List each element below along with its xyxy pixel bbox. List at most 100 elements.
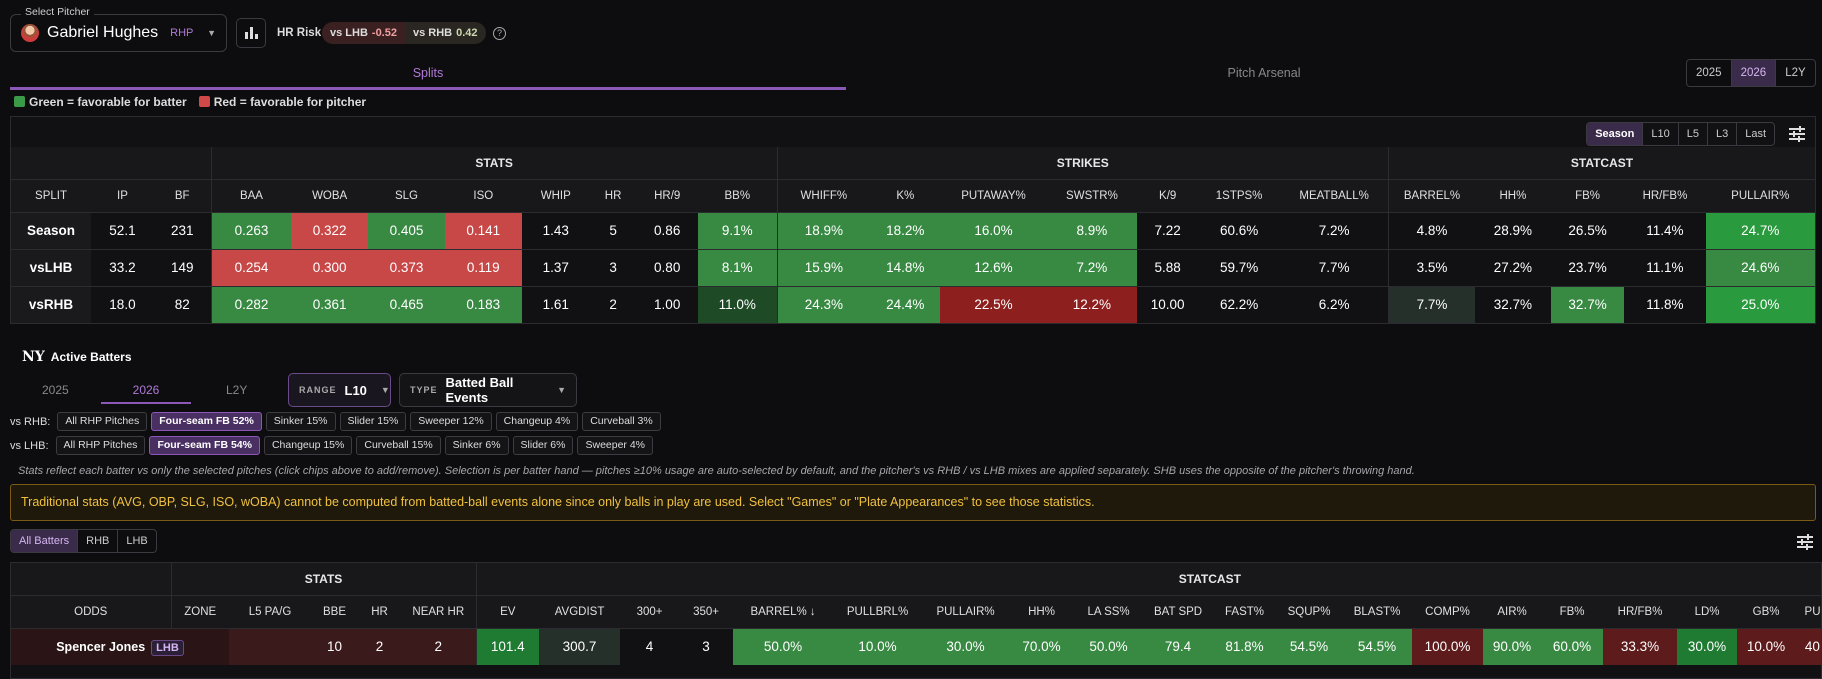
batter-year-l2y[interactable]: L2Y xyxy=(226,383,248,397)
col-hh[interactable]: HH% xyxy=(1009,594,1075,628)
col-pull[interactable]: PULL% xyxy=(1795,594,1821,628)
col-bb[interactable]: BB% xyxy=(698,178,778,212)
col-zone[interactable]: ZONE xyxy=(170,594,229,628)
year-2026[interactable]: 2026 xyxy=(1730,60,1776,86)
col-baa[interactable]: BAA xyxy=(210,178,292,212)
filter-rhb[interactable]: RHB xyxy=(77,530,117,552)
group-statcast: STATCAST xyxy=(1387,147,1815,179)
filter-all-batters[interactable]: All Batters xyxy=(11,530,78,552)
lhb-chip-changeup-15[interactable]: Changeup 15% xyxy=(263,436,353,455)
tab-splits[interactable]: Splits xyxy=(10,60,846,90)
range-l10[interactable]: L10 xyxy=(1642,123,1677,145)
lhb-chip-curveball-15[interactable]: Curveball 15% xyxy=(356,436,441,455)
col-bbe[interactable]: BBE xyxy=(311,594,358,628)
col-blast[interactable]: BLAST% xyxy=(1342,594,1413,628)
split-cell: 0.263 xyxy=(210,211,292,249)
col-300[interactable]: 300+ xyxy=(620,594,680,628)
range-l3[interactable]: L3 xyxy=(1706,123,1736,145)
lhb-chip-sweeper-4[interactable]: Sweeper 4% xyxy=(577,436,654,455)
rhb-chip-four-seam-fb-52[interactable]: Four-seam FB 52% xyxy=(151,412,262,431)
rhb-chip-changeup-4[interactable]: Changeup 4% xyxy=(495,412,579,431)
col-l5-pa-g[interactable]: L5 PA/G xyxy=(229,594,311,628)
tab-pitch-arsenal[interactable]: Pitch Arsenal xyxy=(1227,66,1301,80)
col-barrel[interactable]: BARREL% ↓ xyxy=(733,594,834,628)
range-l5[interactable]: L5 xyxy=(1677,123,1707,145)
range-season[interactable]: Season xyxy=(1587,123,1643,145)
range-dropdown[interactable]: RANGE L10 ▼ xyxy=(288,373,391,407)
col-gb[interactable]: GB% xyxy=(1737,594,1796,628)
col-iso[interactable]: ISO xyxy=(444,178,522,212)
col-squp[interactable]: SQUP% xyxy=(1276,594,1343,628)
col-bat-spd[interactable]: BAT SPD xyxy=(1143,594,1214,628)
col-fb[interactable]: FB% xyxy=(1550,178,1625,212)
legend-green: Green = favorable for batter xyxy=(14,95,187,109)
rhb-chip-sinker-15[interactable]: Sinker 15% xyxy=(265,412,336,431)
col-k-9[interactable]: K/9 xyxy=(1137,178,1198,212)
col-comp[interactable]: COMP% xyxy=(1412,594,1484,628)
col-hr[interactable]: HR xyxy=(358,594,401,628)
col-pullbrl[interactable]: PULLBRL% xyxy=(833,594,923,628)
filter-lhb[interactable]: LHB xyxy=(117,530,155,552)
col-hh[interactable]: HH% xyxy=(1475,178,1551,212)
help-icon[interactable]: ? xyxy=(493,27,506,40)
lhb-chip-slider-6[interactable]: Slider 6% xyxy=(512,436,574,455)
batter-name-cell[interactable]: Spencer Jones LHB xyxy=(11,627,229,665)
col-barrel[interactable]: BARREL% xyxy=(1387,178,1476,212)
pitcher-select[interactable]: Select Pitcher Gabriel Hughes RHP ▼ xyxy=(10,6,227,52)
batter-row[interactable]: Spencer Jones LHB 10 2 2 101.4 300.7 4 3 50.0% 10.… xyxy=(11,627,1821,665)
split-row-vslhb[interactable]: vsLHB 33.2 149 0.254 0.300 0.373 0.119 1.37 3 0.8… xyxy=(11,248,1815,286)
rhb-chip-curveball-3[interactable]: Curveball 3% xyxy=(582,412,661,431)
col-fast[interactable]: FAST% xyxy=(1213,594,1277,628)
col-near-hr[interactable]: NEAR HR xyxy=(401,594,477,628)
batter-name[interactable]: Spencer Jones xyxy=(56,639,146,654)
lhb-chip-all-rhp-pitches[interactable]: All RHP Pitches xyxy=(55,436,146,455)
batter-year-2025[interactable]: 2025 xyxy=(41,383,69,397)
col-ld[interactable]: LD% xyxy=(1677,594,1738,628)
batters-column-header: ODDS ZONE L5 PA/G BBE HR NEAR HR EV AVGDIST 300+… xyxy=(11,594,1821,628)
lhb-chip-sinker-6[interactable]: Sinker 6% xyxy=(444,436,509,455)
col-ev[interactable]: EV xyxy=(475,594,540,628)
col-pullair[interactable]: PULLAIR% xyxy=(1705,178,1815,212)
col-pullair[interactable]: PULLAIR% xyxy=(922,594,1010,628)
col-fb[interactable]: FB% xyxy=(1541,594,1604,628)
col-hr[interactable]: HR xyxy=(589,178,637,212)
col-la-ss[interactable]: LA SS% xyxy=(1074,594,1144,628)
col-whiff[interactable]: WHIFF% xyxy=(776,178,871,212)
col-slg[interactable]: SLG xyxy=(368,178,445,212)
lhb-chip-four-seam-fb-54[interactable]: Four-seam FB 54% xyxy=(149,436,260,455)
split-row-season[interactable]: Season 52.1 231 0.263 0.322 0.405 0.141 1.43 5 0.… xyxy=(11,211,1815,249)
sliders-icon[interactable] xyxy=(1789,126,1805,142)
col-bf[interactable]: BF xyxy=(153,178,212,212)
main-tabs: Splits Pitch Arsenal xyxy=(10,60,1682,90)
year-l2y[interactable]: L2Y xyxy=(1775,60,1814,86)
rhb-chip-slider-15[interactable]: Slider 15% xyxy=(339,412,407,431)
split-cell: 24.4% xyxy=(870,285,941,323)
col-hr-fb[interactable]: HR/FB% xyxy=(1603,594,1678,628)
split-cell: 26.5% xyxy=(1550,211,1625,249)
split-row-vsrhb[interactable]: vsRHB 18.0 82 0.282 0.361 0.465 0.183 1.61 2 1.00… xyxy=(11,285,1815,323)
col-hr-9[interactable]: HR/9 xyxy=(636,178,699,212)
bar-chart-button[interactable] xyxy=(236,18,266,48)
type-dropdown[interactable]: TYPE Batted Ball Events ▼ xyxy=(399,373,577,407)
col-350[interactable]: 350+ xyxy=(679,594,734,628)
col-ip[interactable]: IP xyxy=(91,178,154,212)
split-cell: 0.282 xyxy=(210,285,292,323)
range-last[interactable]: Last xyxy=(1736,123,1774,145)
col-k[interactable]: K% xyxy=(870,178,941,212)
col-avgdist[interactable]: AVGDIST xyxy=(539,594,621,628)
rhb-chip-all-rhp-pitches[interactable]: All RHP Pitches xyxy=(57,412,148,431)
col-hr-fb[interactable]: HR/FB% xyxy=(1624,178,1706,212)
sliders-icon[interactable] xyxy=(1797,534,1813,550)
col-swstr[interactable]: SWSTR% xyxy=(1046,178,1138,212)
year-2025[interactable]: 2025 xyxy=(1696,67,1722,79)
col-meatball[interactable]: MEATBALL% xyxy=(1280,178,1389,212)
rhb-chip-sweeper-12[interactable]: Sweeper 12% xyxy=(410,412,492,431)
col-1stps[interactable]: 1STPS% xyxy=(1197,178,1281,212)
col-air[interactable]: AIR% xyxy=(1483,594,1542,628)
col-putaway[interactable]: PUTAWAY% xyxy=(940,178,1047,212)
col-woba[interactable]: WOBA xyxy=(291,178,369,212)
col-whip[interactable]: WHIP xyxy=(521,178,590,212)
batter-year-2026[interactable]: 2026 xyxy=(100,378,192,404)
col-odds[interactable]: ODDS xyxy=(11,594,171,628)
col-split[interactable]: SPLIT xyxy=(11,178,92,212)
